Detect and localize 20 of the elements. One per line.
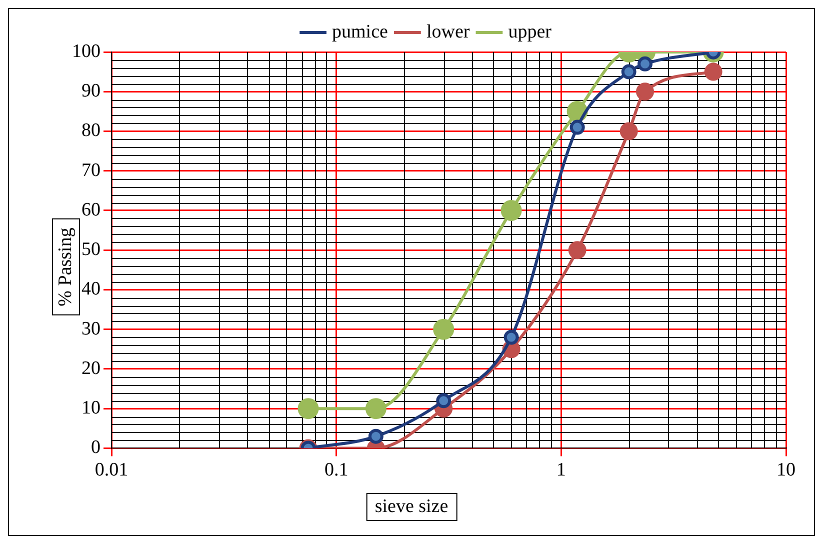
y-tick-label: 60 [82, 199, 100, 220]
y-tick-label: 50 [82, 239, 100, 260]
x-tick-label: 1 [556, 460, 566, 481]
y-tick-label: 20 [82, 358, 100, 379]
y-tick-label: 80 [82, 120, 100, 142]
x-tick-label: 0.1 [324, 460, 348, 481]
y-tick-label: 70 [82, 160, 100, 181]
y-tick-label: 0 [91, 437, 100, 458]
y-tick-label: 10 [82, 398, 100, 419]
y-tick-label: 100 [72, 40, 100, 62]
y-tick-label: 30 [82, 318, 100, 340]
y-tick-label: 40 [82, 278, 100, 300]
legend-label: upper [508, 21, 552, 42]
x-tick-label: 0.01 [94, 460, 128, 481]
y-axis-title: % Passing [52, 218, 80, 316]
legend-label: lower [426, 21, 470, 42]
x-axis-title: sieve size [366, 493, 458, 521]
y-tick-label: 90 [82, 80, 100, 102]
legend-label: pumice [332, 21, 388, 42]
x-tick-label: 10 [776, 460, 796, 481]
